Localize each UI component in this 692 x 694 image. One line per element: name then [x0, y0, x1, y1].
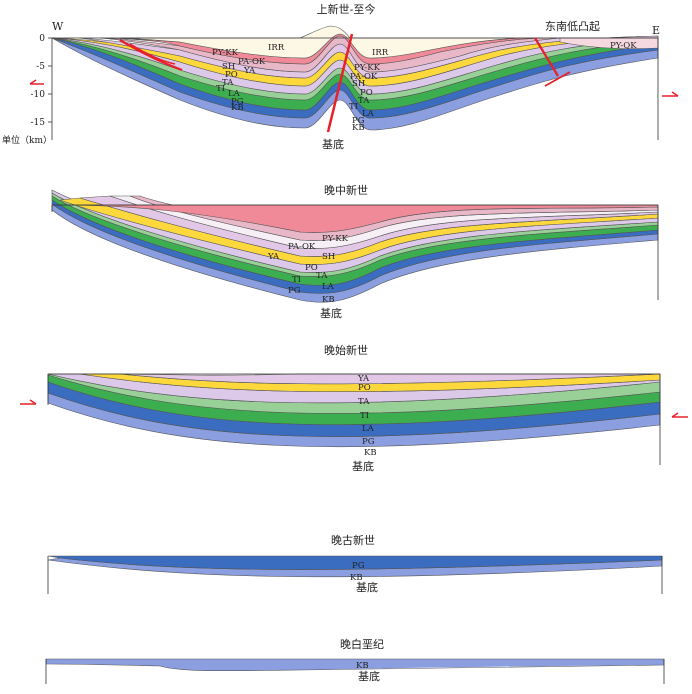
- unit-label-pg: PG: [288, 286, 301, 296]
- fault-line: [544, 71, 571, 87]
- compression-arrow-left: [20, 399, 37, 405]
- uplift-label: 东南低凸起: [545, 20, 600, 33]
- unit-label-kb: KB: [356, 661, 369, 671]
- unit-label-irr: IRR: [372, 48, 389, 58]
- layer-kb: [45, 658, 665, 672]
- unit-label-ta: TA: [316, 271, 328, 281]
- unit-label-pg: PG: [362, 437, 375, 447]
- panel-title: 晚中新世: [324, 183, 368, 197]
- fault-line: [326, 33, 354, 133]
- basement-label: 基底: [352, 459, 374, 473]
- fault-line: [534, 37, 559, 77]
- basement-label: 基底: [358, 669, 380, 683]
- unit-label-po: PO: [360, 88, 373, 98]
- unit-label-kb: KB: [231, 103, 244, 113]
- basement-label: 基底: [356, 580, 378, 594]
- compression-arrow-right: [662, 91, 679, 97]
- unit-label-sh: SH: [352, 79, 365, 89]
- unit-label-ta: TA: [358, 96, 370, 106]
- unit-label-ti: TI: [292, 275, 301, 285]
- unit-label-po: PO: [225, 70, 238, 80]
- panel-title: 晚始新世: [324, 343, 368, 357]
- panel-title: 晚古新世: [331, 533, 375, 547]
- unit-label-la: LA: [322, 282, 335, 292]
- unit-label-kb: KB: [322, 295, 335, 305]
- panel-late-eocene: 晚始新世 YA PO TA TI LA PG KB 基底: [20, 343, 688, 473]
- unit-label-ta: TA: [358, 397, 370, 407]
- unit-label-sh: SH: [322, 252, 335, 262]
- unit-label-pg: PG: [231, 97, 244, 107]
- unit-label-ya: YA: [243, 66, 256, 76]
- layer-pg: [47, 555, 663, 570]
- compression-arrow-right: [671, 412, 688, 418]
- panel-late-miocene: 晚中新世 PY-KK PA-OK SH YA PO TA TI LA PG KB…: [51, 183, 659, 320]
- unit-label-pa-ok: PA-OK: [288, 242, 316, 252]
- unit-label-ti: TI: [360, 411, 369, 421]
- unit-label-py-kk: PY-KK: [354, 63, 381, 73]
- panel-title: 上新世-至今: [317, 2, 376, 16]
- unit-label-la: LA: [228, 89, 241, 99]
- depth-tick-label: -5: [36, 62, 45, 72]
- unit-label-py-qk: PY-QK: [610, 41, 637, 51]
- unit-label-pg: PG: [352, 561, 365, 571]
- unit-label-ta: TA: [222, 78, 234, 88]
- unit-label-sh: SH: [222, 62, 235, 72]
- panel-title: 晚白垩纪: [340, 637, 384, 651]
- unit-label-pa-ok: PA-OK: [238, 57, 266, 67]
- depth-tick-label: -15: [31, 118, 46, 128]
- unit-label-pg: PG: [352, 116, 365, 126]
- depth-tick-label: -10: [31, 90, 46, 100]
- unit-label-ti: TI: [349, 102, 358, 112]
- layer-py-kk: [51, 204, 659, 233]
- unit-label-py-kk: PY-KK: [322, 234, 349, 244]
- unit-label-ti: TI: [216, 84, 225, 94]
- fault-line: [119, 39, 183, 72]
- west-label: W: [52, 20, 64, 33]
- basement-label: 基底: [322, 137, 344, 151]
- unit-label-ya: YA: [357, 374, 370, 384]
- layer-irr: [119, 25, 521, 59]
- unit-label-kb: KB: [352, 123, 365, 133]
- unit-label-la: LA: [362, 424, 375, 434]
- unit-label-kb: KB: [350, 573, 363, 583]
- unit-label-irr: IRR: [268, 43, 285, 53]
- compression-arrow-left: [29, 79, 44, 85]
- unit-label: 单位（km）: [2, 134, 52, 146]
- unit-label-pa-ok: PA-OK: [350, 72, 378, 82]
- unit-label-po: PO: [358, 383, 371, 393]
- unit-label-po: PO: [305, 263, 318, 273]
- depth-tick-label: 0: [39, 34, 45, 44]
- unit-label-ya: YA: [267, 252, 280, 262]
- unit-label-kb: KB: [364, 448, 377, 458]
- unit-label-py-kk: PY-KK: [212, 48, 239, 58]
- basement-label: 基底: [320, 306, 342, 320]
- unit-label-la: LA: [362, 109, 375, 119]
- panel-late-paleocene: 晚古新世 PG KB 基底: [47, 533, 663, 594]
- panel-pliocene-present: 上新世-至今 W E 0 -5 -10 -15 单位（km）: [2, 2, 679, 151]
- east-label: E: [652, 24, 660, 37]
- fault-line: [129, 43, 176, 65]
- panel-late-cretaceous: 晚白垩纪 KB 基底: [45, 637, 665, 684]
- layer-ya: [119, 373, 661, 385]
